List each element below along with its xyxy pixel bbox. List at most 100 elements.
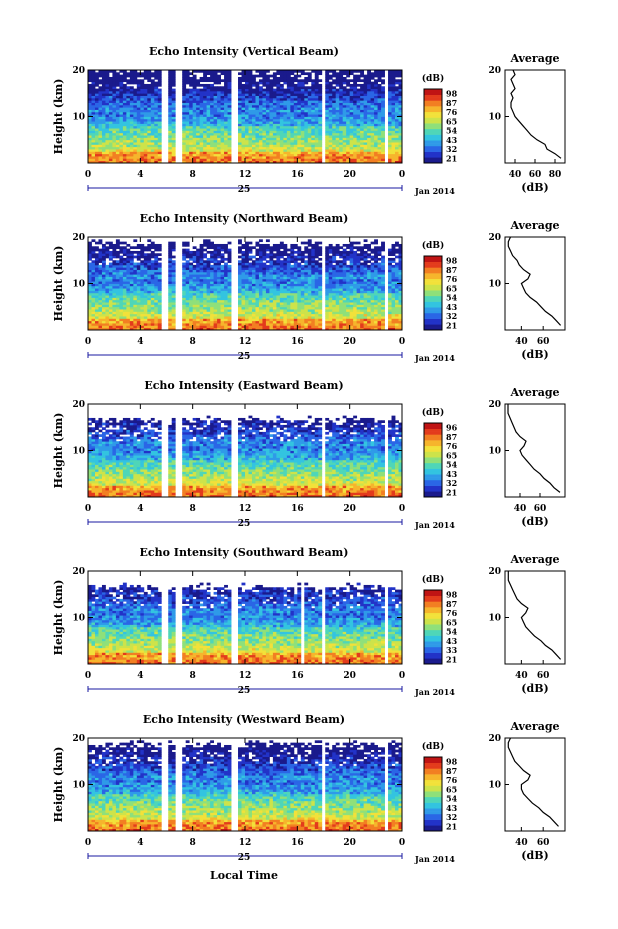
heatmap-cell <box>245 288 249 291</box>
heatmap-cell <box>143 325 148 329</box>
heatmap-cell <box>94 130 99 134</box>
heatmap-cell <box>157 76 162 80</box>
heatmap-cell <box>206 295 211 298</box>
heatmap-cell <box>353 128 358 131</box>
heatmap-cell <box>241 146 246 150</box>
heatmap-cell <box>171 160 176 164</box>
heatmap-cell <box>105 90 110 94</box>
colorbar-swatch <box>424 148 442 152</box>
heatmap-cell <box>105 128 110 131</box>
heatmap-cell <box>328 93 333 96</box>
heatmap-cell <box>105 104 110 108</box>
heatmap-cell <box>272 132 277 136</box>
heatmap-cell <box>115 88 120 92</box>
heatmap-cell <box>206 125 211 129</box>
heatmap-cell <box>189 116 194 120</box>
heatmap-cell <box>185 325 190 329</box>
heatmap-cell <box>168 90 173 94</box>
heatmap-cell <box>105 88 110 92</box>
heatmap-cell <box>119 151 124 155</box>
heatmap-cell <box>157 295 162 298</box>
heatmap-cell <box>133 318 138 322</box>
heatmap-cell <box>224 116 228 120</box>
heatmap-cell <box>157 88 162 92</box>
heatmap-cell <box>269 271 274 275</box>
heatmap-cell <box>395 156 399 159</box>
heatmap-cell <box>108 137 113 141</box>
heatmap-cell <box>203 325 208 329</box>
heatmap-cell <box>185 264 190 268</box>
heatmap-cell <box>203 278 208 282</box>
heatmap-cell <box>276 290 281 294</box>
heatmap-cell <box>367 132 371 136</box>
heatmap-cell <box>143 125 148 129</box>
heatmap-cell <box>185 93 190 96</box>
heatmap-cell <box>91 325 96 329</box>
heatmap-cell <box>311 128 316 131</box>
heatmap-cell <box>206 79 211 83</box>
heatmap-cell <box>213 81 218 85</box>
heatmap-cell <box>115 295 120 298</box>
heatmap-cell <box>136 116 141 120</box>
heatmap-cell <box>182 95 187 99</box>
heatmap-cell <box>213 160 218 164</box>
heatmap-cell <box>258 109 263 113</box>
heatmap-cell <box>105 311 110 315</box>
heatmap-cell <box>203 83 208 87</box>
heatmap-cell <box>136 123 141 127</box>
heatmap-cell <box>112 139 117 143</box>
heatmap-cell <box>119 267 124 270</box>
heatmap-cell <box>391 88 396 92</box>
heatmap-cell <box>332 81 337 85</box>
heatmap-cell <box>290 81 295 85</box>
heatmap-cell <box>112 260 117 263</box>
heatmap-cell <box>122 125 127 129</box>
heatmap-cell <box>143 100 148 103</box>
heatmap-cell <box>136 311 141 315</box>
heatmap-cell <box>133 118 138 122</box>
heatmap-cell <box>88 100 92 103</box>
heatmap-cell <box>307 121 312 124</box>
heatmap-cell <box>203 264 208 268</box>
heatmap-cell <box>189 90 194 94</box>
heatmap-cell <box>196 130 201 134</box>
heatmap-cell <box>224 149 228 152</box>
heatmap-cell <box>129 288 134 291</box>
heatmap-cell <box>255 271 260 275</box>
heatmap-cell <box>171 109 176 113</box>
heatmap-cell <box>133 246 138 250</box>
heatmap-cell <box>374 144 378 148</box>
heatmap-cell <box>391 116 396 120</box>
heatmap-cell <box>189 304 194 308</box>
heatmap-cell <box>147 243 152 247</box>
heatmap-cell <box>391 149 396 152</box>
heatmap-cell <box>154 76 159 80</box>
heatmap-cell <box>293 125 298 129</box>
heatmap-cell <box>136 302 141 305</box>
heatmap-cell <box>115 288 120 291</box>
heatmap-cell <box>203 144 208 148</box>
heatmap-cell <box>227 121 232 124</box>
heatmap-cell <box>217 160 221 164</box>
heatmap-cell <box>136 243 141 247</box>
heatmap-cell <box>314 102 319 106</box>
heatmap-cell <box>98 137 103 141</box>
heatmap-cell <box>189 121 194 124</box>
heatmap-cell <box>185 132 190 136</box>
heatmap-cell <box>154 81 159 85</box>
heatmap-cell <box>248 97 253 101</box>
heatmap-cell <box>126 107 131 110</box>
heatmap-cell <box>154 153 159 157</box>
heatmap-cell <box>213 76 218 80</box>
heatmap-cell <box>105 149 110 152</box>
heatmap-cell <box>168 156 173 159</box>
heatmap-cell <box>353 97 358 101</box>
heatmap-cell <box>262 79 267 83</box>
y-axis-label: Height (km) <box>52 79 65 155</box>
heatmap-cell <box>339 128 344 131</box>
heatmap-cell <box>91 128 96 131</box>
heatmap-cell <box>224 248 228 252</box>
heatmap-cell <box>143 318 148 322</box>
heatmap-cell <box>140 246 145 250</box>
heatmap-cell <box>98 281 103 284</box>
